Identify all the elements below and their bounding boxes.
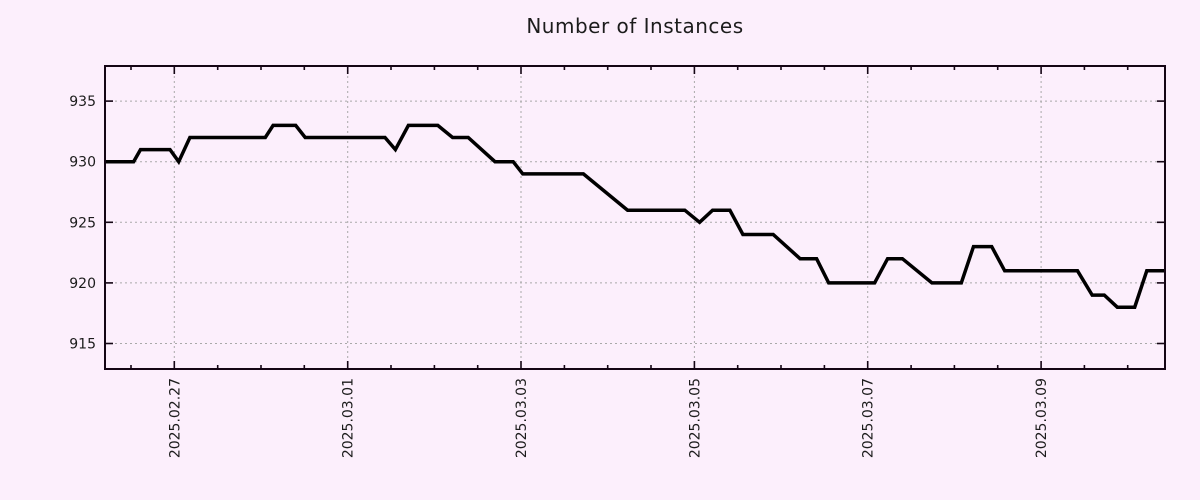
y-tick-label: 930 <box>69 155 96 171</box>
x-tick-label: 2025.03.01 <box>341 378 357 458</box>
chart-title: Number of Instances <box>526 14 744 38</box>
y-tick-label: 920 <box>69 276 96 292</box>
y-tick-label: 925 <box>69 215 96 231</box>
x-tick-label: 2025.03.05 <box>687 378 703 458</box>
plot-frame <box>104 65 1166 370</box>
x-tick-label: 2025.02.27 <box>167 378 183 458</box>
x-tick-label: 2025.03.09 <box>1034 378 1050 458</box>
y-tick-label: 935 <box>69 94 96 110</box>
x-tick-label: 2025.03.07 <box>861 378 877 458</box>
y-tick-label: 915 <box>69 337 96 353</box>
data-line-instances <box>105 123 1165 309</box>
x-tick-label: 2025.03.03 <box>514 378 530 458</box>
